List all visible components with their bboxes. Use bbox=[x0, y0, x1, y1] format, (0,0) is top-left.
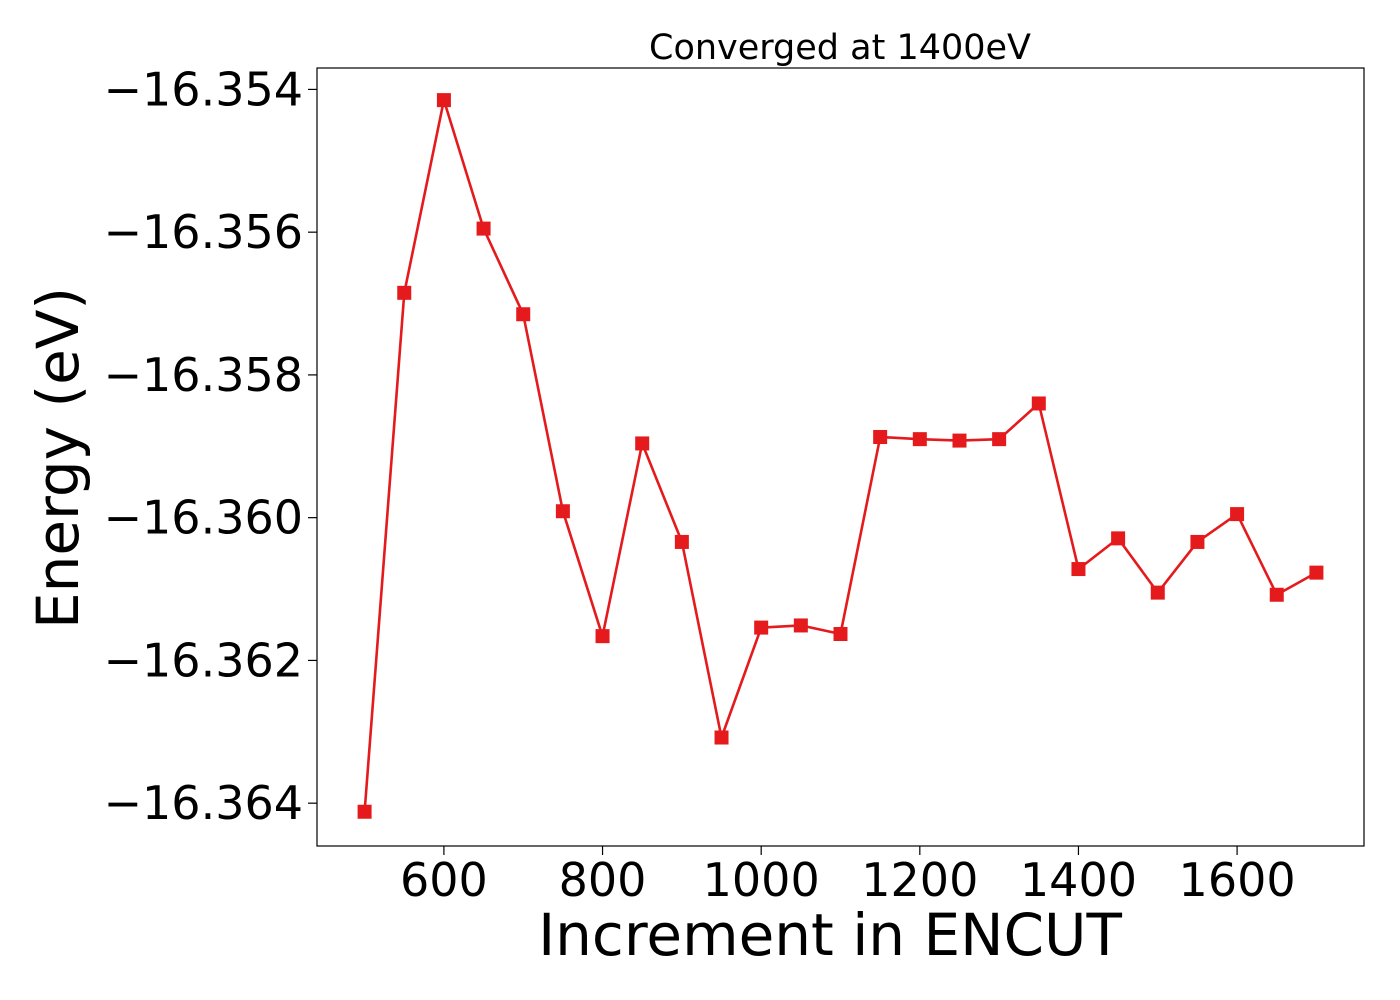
x-tick-label: 800 bbox=[559, 853, 647, 907]
plot-frame bbox=[316, 67, 1365, 847]
x-tick-label: 600 bbox=[400, 853, 488, 907]
data-point-marker bbox=[595, 629, 610, 644]
y-tick-label: −16.364 bbox=[104, 776, 304, 830]
data-point-marker bbox=[436, 93, 451, 108]
x-tick-label: 1600 bbox=[1179, 853, 1296, 907]
energy-series-line bbox=[363, 98, 1318, 812]
y-tick-label: −16.362 bbox=[104, 633, 304, 687]
y-axis-label: Energy (eV) bbox=[24, 287, 92, 629]
data-point-marker bbox=[1031, 396, 1046, 411]
y-axis: −16.354 −16.356 −16.358 −16.360 −16.362 −16.3… bbox=[104, 62, 317, 830]
data-point-marker bbox=[674, 534, 689, 549]
data-point-marker bbox=[1230, 507, 1245, 522]
data-point-marker bbox=[357, 804, 372, 819]
x-tick-label: 1400 bbox=[1020, 853, 1137, 907]
data-point-marker bbox=[912, 432, 927, 447]
data-point-marker bbox=[1269, 587, 1284, 602]
y-tick-label: −16.358 bbox=[104, 348, 304, 402]
data-point-marker bbox=[1190, 534, 1205, 549]
data-point-marker bbox=[555, 504, 570, 519]
y-tick-label: −16.356 bbox=[104, 205, 304, 259]
x-axis: 600 800 1000 1200 1400 1600 bbox=[400, 846, 1296, 907]
chart-title: Converged at 1400eV bbox=[649, 28, 1031, 68]
data-point-marker bbox=[516, 307, 531, 322]
data-point-marker bbox=[992, 432, 1007, 447]
data-point-marker bbox=[952, 433, 967, 448]
x-axis-label: Increment in ENCUT bbox=[538, 901, 1122, 969]
data-point-marker bbox=[873, 430, 888, 445]
energy-series-markers bbox=[357, 93, 1324, 819]
data-point-marker bbox=[754, 620, 769, 635]
data-point-marker bbox=[1150, 585, 1165, 600]
y-tick-label: −16.360 bbox=[104, 491, 304, 545]
x-tick-label: 1000 bbox=[703, 853, 820, 907]
x-tick-label: 1200 bbox=[861, 853, 978, 907]
data-point-marker bbox=[1111, 531, 1126, 546]
data-point-marker bbox=[635, 436, 650, 451]
data-point-marker bbox=[793, 618, 808, 633]
y-tick-label: −16.354 bbox=[104, 62, 304, 116]
data-point-marker bbox=[1309, 565, 1324, 580]
data-point-marker bbox=[1071, 562, 1086, 577]
data-point-marker bbox=[397, 285, 412, 300]
data-point-marker bbox=[476, 221, 491, 236]
data-point-marker bbox=[714, 730, 729, 745]
data-point-marker bbox=[833, 627, 848, 642]
